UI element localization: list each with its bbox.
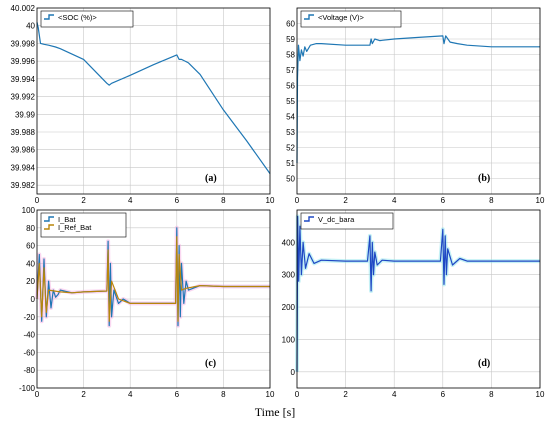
x-tick-label: 6 <box>441 196 446 205</box>
axes-frame <box>296 7 541 195</box>
x-tick-label: 6 <box>175 390 180 399</box>
x-tick-label: 4 <box>392 196 397 205</box>
x-tick-label: 10 <box>536 196 545 205</box>
x-tick-label: 4 <box>392 390 397 399</box>
legend-box <box>40 10 134 28</box>
axes-frame <box>296 209 541 389</box>
y-tick-label: 40 <box>26 259 35 268</box>
x-tick-label: 10 <box>266 390 275 399</box>
y-tick-label: 200 <box>282 303 296 312</box>
x-axis-label: Time [s] <box>254 405 296 419</box>
y-tick-label: 0 <box>291 368 296 377</box>
legend-step-icon <box>44 216 54 222</box>
y-tick-label: -60 <box>23 348 35 357</box>
y-tick-label: 39.982 <box>11 181 36 190</box>
x-tick-label: 8 <box>489 196 494 205</box>
x-tick-label: 4 <box>128 390 133 399</box>
y-tick-label: -80 <box>23 366 35 375</box>
legend-label: V_dc_bara <box>318 215 355 224</box>
y-tick-label: 54 <box>286 113 295 122</box>
x-tick-label: 8 <box>221 196 226 205</box>
y-tick-label: 60 <box>26 242 35 251</box>
y-tick-label: 39.988 <box>11 128 36 137</box>
y-tick-label: 55 <box>286 97 295 106</box>
x-tick-label: 6 <box>441 390 446 399</box>
panel-label: (b) <box>478 173 490 184</box>
y-tick-label: -100 <box>19 384 36 393</box>
x-tick-label: 8 <box>221 390 226 399</box>
series-line-2 <box>36 236 270 322</box>
legend-step-icon <box>304 14 314 20</box>
x-tick-label: 0 <box>35 196 40 205</box>
y-tick-label: 400 <box>282 238 296 247</box>
panel-b-voltage-chart: 0 2 4 6 8 10 50 51 52 53 54 55 56 57 58 59 60 <Voltage (V… <box>286 7 545 205</box>
y-tick-label: 51 <box>286 159 295 168</box>
series-line-1 <box>36 22 271 174</box>
x-tick-label: 0 <box>295 390 300 399</box>
y-tick-label: -40 <box>23 331 35 340</box>
legend-step-icon <box>44 224 54 230</box>
panel-label: (c) <box>205 358 216 369</box>
axes-frame <box>36 209 271 389</box>
x-tick-label: 10 <box>536 390 545 399</box>
x-tick-label: 6 <box>175 196 180 205</box>
y-tick-label: 57 <box>286 66 295 75</box>
axes-frame <box>36 7 271 195</box>
legend-step-icon <box>44 14 54 20</box>
x-tick-label: 4 <box>128 196 133 205</box>
y-tick-label: 80 <box>26 224 35 233</box>
y-tick-label: 100 <box>22 206 36 215</box>
y-tick-label: 39.992 <box>11 93 36 102</box>
y-tick-label: 0 <box>31 295 36 304</box>
series-line-1 <box>296 215 540 372</box>
panel-label: (d) <box>478 358 490 369</box>
y-tick-label: 40.002 <box>11 4 36 13</box>
y-tick-label: 39.986 <box>11 146 36 155</box>
x-tick-label: 10 <box>266 196 275 205</box>
y-tick-label: 100 <box>282 335 296 344</box>
plot-area <box>297 210 540 388</box>
x-tick-label: 2 <box>81 390 86 399</box>
x-tick-label: 0 <box>295 196 300 205</box>
y-tick-label: 39.99 <box>15 110 36 119</box>
legend-label: <Voltage (V)> <box>318 13 364 22</box>
panel-label: (a) <box>205 173 217 184</box>
y-tick-label: -20 <box>23 313 35 322</box>
y-tick-label: 39.996 <box>11 57 36 66</box>
legend-box <box>300 10 402 28</box>
x-tick-label: 0 <box>35 390 40 399</box>
y-tick-label: 56 <box>286 82 295 91</box>
x-tick-label: 2 <box>343 390 348 399</box>
legend-box <box>300 212 394 230</box>
x-tick-label: 8 <box>489 390 494 399</box>
legend-label: <SOC (%)> <box>58 13 97 22</box>
y-tick-label: 39.998 <box>11 39 36 48</box>
y-tick-label: 52 <box>286 144 295 153</box>
legend-label: I_Bat <box>58 215 76 224</box>
series-line-1 <box>296 35 540 164</box>
y-tick-label: 60 <box>286 20 295 29</box>
y-tick-label: 58 <box>286 51 295 60</box>
y-tick-label: 40 <box>26 22 35 31</box>
y-tick-label: 50 <box>286 175 295 184</box>
y-tick-label: 300 <box>282 271 296 280</box>
legend-label: I_Ref_Bat <box>58 223 92 232</box>
y-tick-label: 53 <box>286 128 295 137</box>
panel-a-soc-chart: 0 2 4 6 8 10 39.982 39.984 39.986 39.988 39.99 39.9… <box>11 4 275 205</box>
y-tick-label: 20 <box>26 277 35 286</box>
plot-area <box>37 8 270 194</box>
series-line-1 <box>36 227 270 327</box>
y-tick-label: 39.994 <box>11 75 36 84</box>
x-tick-label: 2 <box>343 196 348 205</box>
y-tick-label: 39.984 <box>11 163 36 172</box>
x-tick-label: 2 <box>81 196 86 205</box>
legend-box <box>40 212 127 238</box>
y-tick-label: 59 <box>286 35 295 44</box>
legend-step-icon <box>304 216 314 222</box>
panel-c-battery-current-chart: 0 2 4 6 8 10 -100 -80 -60 -40 -20 0 20 40 60 80 100 I_Bat… <box>19 206 275 399</box>
